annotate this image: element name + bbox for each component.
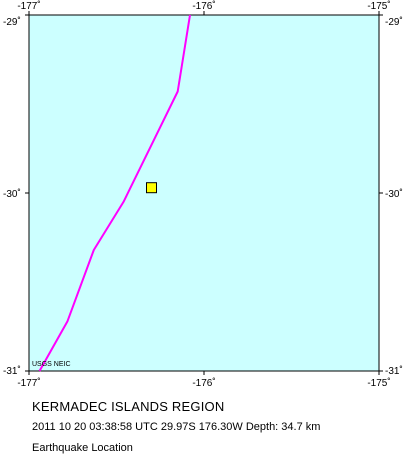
left-tick-label: -30˚	[3, 188, 21, 200]
epicenter-marker[interactable]	[146, 182, 157, 194]
bottom-tick-label: -176˚	[192, 377, 215, 389]
map-frame	[28, 14, 380, 372]
right-tick-label: -30˚	[385, 188, 403, 200]
event-info: 2011 10 20 03:38:58 UTC 29.97S 176.30W D…	[32, 421, 321, 433]
map-type-label: Earthquake Location	[32, 442, 133, 454]
left-tick-label: -31˚	[3, 365, 21, 377]
region-title: KERMADEC ISLANDS REGION	[32, 399, 225, 414]
right-tick-label: -31˚	[385, 365, 403, 377]
plate-boundary-line	[38, 14, 191, 372]
left-tick-label: -29˚	[3, 16, 21, 28]
right-tick-label: -29˚	[385, 16, 403, 28]
top-tick-label: -175˚	[367, 0, 390, 12]
top-tick-label: -177˚	[17, 0, 40, 12]
top-tick-label: -176˚	[192, 0, 215, 12]
bottom-tick-label: -175˚	[367, 377, 390, 389]
tick-marks	[25, 11, 383, 375]
bottom-tick-label: -177˚	[17, 377, 40, 389]
map-credit: USGS NEIC	[32, 361, 71, 368]
